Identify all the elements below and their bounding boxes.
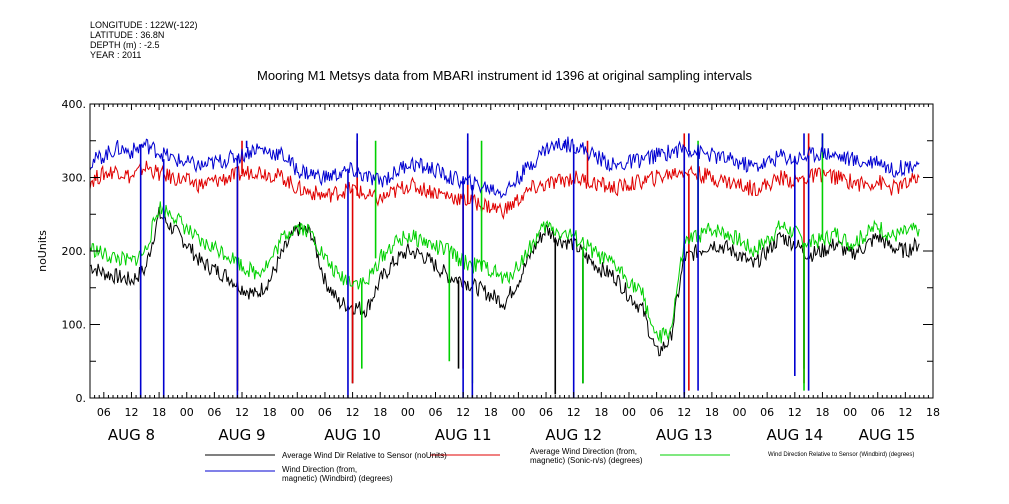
x-day-label: AUG 14	[766, 426, 823, 444]
x-day-label: AUG 8	[108, 426, 155, 444]
x-hour-label: 12	[456, 406, 470, 419]
legend-label-avg-wind-dir-sonic: Average Wind Direction (from, magnetic) …	[530, 447, 643, 465]
series-line-0	[89, 206, 920, 357]
x-hour-label: 00	[511, 406, 525, 419]
legend-label-wind-dir-rel-windbird: Wind Direction Relative to Sensor (Windb…	[768, 452, 915, 458]
x-hour-label: 00	[733, 406, 747, 419]
x-hour-label: 12	[235, 406, 249, 419]
series-line-1	[89, 160, 920, 221]
year-text: YEAR : 2011	[90, 50, 142, 60]
x-hour-label: 18	[484, 406, 498, 419]
x-day-label: AUG 11	[435, 426, 492, 444]
x-day-label: AUG 15	[859, 426, 916, 444]
x-hour-label: 06	[760, 406, 774, 419]
x-hour-label: 00	[843, 406, 857, 419]
x-hour-label: 18	[373, 406, 387, 419]
chart-title: Mooring M1 Metsys data from MBARI instru…	[257, 68, 752, 83]
x-hour-label: 12	[898, 406, 912, 419]
x-hour-label: 06	[207, 406, 221, 419]
latitude-text: LATITUDE : 36.8N	[90, 30, 165, 40]
series-line-2	[89, 201, 920, 344]
x-hour-label: 06	[871, 406, 885, 419]
x-hour-label: 12	[567, 406, 581, 419]
x-hour-label: 00	[290, 406, 304, 419]
x-hour-label: 18	[152, 406, 166, 419]
x-hour-label: 06	[650, 406, 664, 419]
x-hour-label: 12	[677, 406, 691, 419]
y-tick-label: 300.	[62, 172, 87, 185]
x-hour-label: 12	[788, 406, 802, 419]
x-hour-label: 06	[428, 406, 442, 419]
axes: 0. 100. 200. 300. 400. noUnits 06 12 18 00 06 12 18 0…	[36, 98, 940, 444]
x-day-label: AUG 9	[218, 426, 265, 444]
x-hour-label: 00	[180, 406, 194, 419]
x-day-label: AUG 12	[545, 426, 602, 444]
y-tick-label: 400.	[62, 98, 87, 111]
plot-lines	[89, 133, 920, 398]
depth-text: DEPTH (m) : -2.5	[90, 40, 160, 50]
x-hour-label: 18	[594, 406, 608, 419]
x-hour-label: 06	[539, 406, 553, 419]
metadata-block: LONGITUDE : 122W(-122) LATITUDE : 36.8N …	[90, 20, 198, 60]
x-hour-label: 06	[318, 406, 332, 419]
x-hour-label: 12	[346, 406, 360, 419]
x-hour-label: 18	[705, 406, 719, 419]
x-hour-label: 06	[97, 406, 111, 419]
longitude-text: LONGITUDE : 122W(-122)	[90, 20, 198, 30]
legend-lines	[205, 454, 730, 472]
legend-label-avg-wind-dir-rel: Average Wind Dir Relative to Sensor (noU…	[282, 451, 447, 460]
x-hour-label: 00	[401, 406, 415, 419]
x-hour-label: 18	[926, 406, 940, 419]
y-tick-label: 100.	[62, 319, 87, 332]
plot-frame	[89, 103, 934, 399]
x-hour-label: 12	[124, 406, 138, 419]
y-tick-label: 200.	[62, 245, 87, 258]
x-hour-label: 00	[622, 406, 636, 419]
x-hour-label: 18	[815, 406, 829, 419]
x-day-label: AUG 13	[656, 426, 713, 444]
y-axis-label: noUnits	[36, 230, 49, 272]
x-hour-label: 18	[263, 406, 277, 419]
legend-label-wind-dir-windbird: Wind Direction (from, magnetic) (Windbir…	[282, 465, 393, 483]
series-line-3	[89, 136, 920, 199]
x-day-label: AUG 10	[324, 426, 381, 444]
y-tick-label: 0.	[76, 392, 87, 405]
